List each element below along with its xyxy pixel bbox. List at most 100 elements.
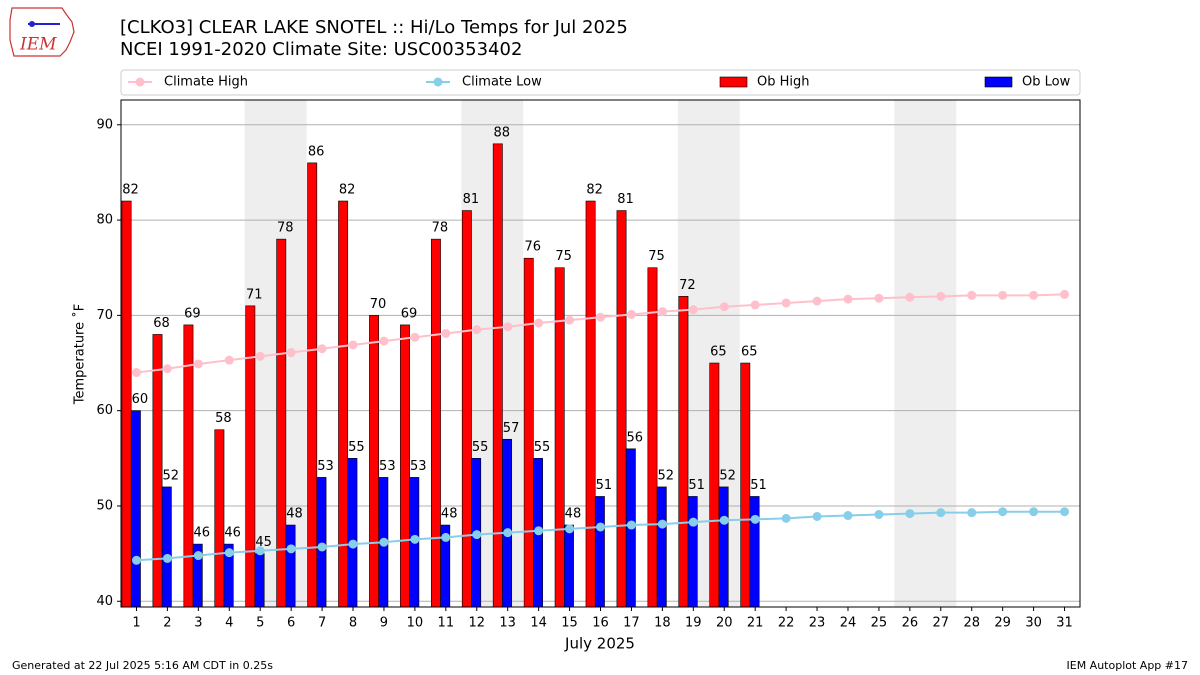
bar (316, 477, 327, 608)
x-tick-label: 11 (438, 616, 455, 631)
line-marker (1029, 290, 1039, 300)
data-label: 52 (163, 468, 180, 483)
data-label: 70 (370, 297, 387, 312)
bar (245, 305, 256, 608)
line-marker (503, 322, 513, 332)
x-tick-label: 28 (963, 616, 980, 631)
bar (369, 315, 379, 608)
bar (709, 362, 720, 608)
bar (400, 324, 410, 608)
weekend-band (894, 100, 957, 607)
bar (276, 238, 287, 608)
data-label: 52 (719, 468, 736, 483)
y-tick-label: 70 (96, 308, 113, 323)
data-label: 82 (339, 183, 356, 198)
logo-dot (29, 21, 35, 27)
line-marker (750, 300, 760, 310)
data-label: 46 (193, 526, 210, 541)
line-marker (410, 332, 420, 342)
x-axis-label: July 2025 (564, 635, 635, 653)
x-tick-label: 9 (380, 616, 388, 631)
line-marker (657, 307, 667, 317)
line-marker (565, 315, 575, 325)
bar (616, 210, 627, 608)
bar (285, 524, 296, 608)
line-marker (193, 551, 203, 561)
x-tick-label: 16 (592, 616, 609, 631)
data-label: 53 (317, 459, 334, 474)
data-label: 78 (277, 221, 294, 236)
line-marker (255, 351, 265, 361)
bar (161, 486, 172, 608)
bar (585, 200, 596, 608)
data-label: 48 (286, 507, 303, 522)
legend-label: Ob High (757, 75, 810, 90)
data-label: 57 (503, 421, 520, 436)
line-marker (719, 302, 729, 312)
data-label: 58 (215, 411, 232, 426)
data-label: 55 (348, 440, 365, 455)
data-label: 46 (224, 526, 241, 541)
x-tick-label: 24 (840, 616, 857, 631)
data-label: 82 (122, 183, 139, 198)
line-marker (812, 511, 822, 521)
x-tick-label: 25 (871, 616, 888, 631)
bar (749, 496, 760, 608)
x-tick-label: 19 (685, 616, 702, 631)
line-marker (348, 340, 358, 350)
bar (152, 334, 163, 608)
line-marker (1029, 507, 1039, 517)
legend-swatch (719, 76, 748, 88)
legend-label: Climate High (164, 75, 248, 90)
logo: IEM (9, 7, 75, 57)
line-marker (286, 544, 296, 554)
x-tick-label: 31 (1056, 616, 1073, 631)
data-label: 51 (750, 478, 767, 493)
y-tick-label: 40 (96, 594, 113, 609)
bar (687, 496, 698, 608)
line-marker (905, 292, 915, 302)
line-marker (936, 291, 946, 301)
bar (430, 238, 441, 608)
data-label: 71 (246, 287, 263, 302)
line-marker (750, 514, 760, 524)
chart-title: [CLKO3] CLEAR LAKE SNOTEL :: Hi/Lo Temps… (120, 17, 628, 38)
bar (183, 324, 194, 608)
data-label: 55 (472, 440, 489, 455)
legend-marker (433, 77, 443, 87)
line-marker (286, 348, 296, 358)
legend-label: Climate Low (462, 75, 542, 90)
bar (121, 200, 132, 608)
x-tick-label: 10 (407, 616, 424, 631)
line-marker (472, 325, 482, 335)
bar (554, 267, 565, 608)
x-tick-label: 2 (163, 616, 171, 631)
footer-right: IEM Autoplot App #17 (1067, 659, 1189, 672)
line-marker (1060, 507, 1070, 517)
bar (647, 267, 658, 608)
line-marker (596, 522, 605, 532)
line-marker (348, 539, 358, 549)
data-label: 48 (441, 507, 458, 522)
line-marker (379, 537, 389, 547)
line-marker (317, 344, 327, 354)
line-marker (688, 305, 698, 315)
data-label: 53 (379, 459, 396, 474)
x-tick-label: 8 (349, 616, 357, 631)
data-label: 65 (710, 345, 727, 360)
line-marker (131, 368, 141, 378)
line-marker (534, 526, 544, 536)
x-tick-label: 23 (809, 616, 826, 631)
data-label: 81 (617, 192, 634, 207)
line-marker (379, 336, 389, 346)
bar (594, 496, 605, 608)
bar (740, 362, 751, 608)
data-label: 82 (586, 183, 603, 198)
data-label: 72 (679, 278, 696, 293)
line-marker (626, 520, 636, 530)
bar (564, 524, 574, 608)
data-label: 51 (688, 478, 705, 493)
data-label: 78 (432, 221, 449, 236)
legend-box (120, 69, 1081, 96)
